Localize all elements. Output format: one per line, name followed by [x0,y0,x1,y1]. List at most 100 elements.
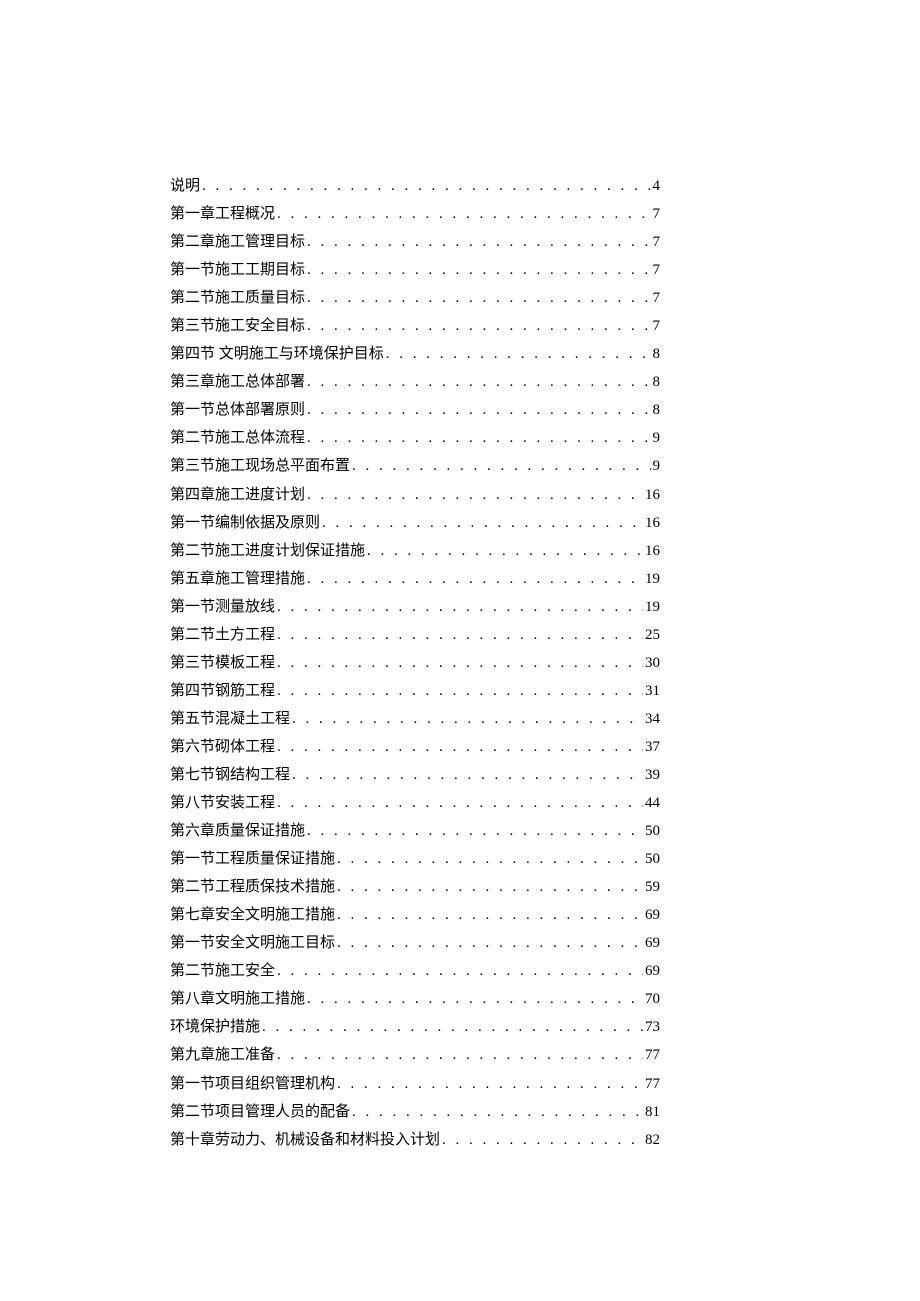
toc-entry-page: 34 [643,705,660,733]
toc-entry-title: 第六章质量保证措施 [170,817,305,845]
toc-entry-title: 第二节工程质保技术措施 [170,873,335,901]
toc-entry-page: 77 [643,1070,660,1098]
toc-entry: 第五节混凝土工程 34 [170,705,660,733]
toc-leader-dots [275,200,650,228]
toc-entry: 第三节施工安全目标7 [170,312,660,340]
toc-leader-dots [275,621,643,649]
toc-entry: 第二章施工管理目标 7 [170,228,660,256]
toc-entry: 环境保护措施 73 [170,1013,660,1041]
toc-leader-dots [335,845,643,873]
toc-entry: 第二节工程质保技术措施59 [170,873,660,901]
toc-entry-page: 4 [651,172,661,200]
toc-entry: 说明 4 [170,172,660,200]
toc-entry: 第二节施工质量目标7 [170,284,660,312]
toc-entry-page: 50 [643,817,660,845]
toc-entry-title: 第八节安装工程 [170,789,275,817]
toc-entry: 第三章施工总体部署8 [170,368,660,396]
toc-entry-title: 第十章劳动力、机械设备和材料投入计划 [170,1126,440,1154]
toc-entry-page: 77 [643,1041,660,1069]
toc-leader-dots [275,789,643,817]
toc-leader-dots [335,1070,643,1098]
toc-entry: 第一节编制依据及原则16 [170,509,660,537]
toc-entry-title: 第六节砌体工程 [170,733,275,761]
toc-leader-dots [290,761,643,789]
toc-entry-title: 第七章安全文明施工措施 [170,901,335,929]
toc-entry: 第一节总体部署原则8 [170,396,660,424]
toc-entry-title: 第二节施工安全 [170,957,275,985]
toc-entry-page: 8 [651,340,661,368]
toc-entry-title: 第八章文明施工措施 [170,985,305,1013]
toc-entry: 第二节施工总体流程 9 [170,424,660,452]
toc-leader-dots [305,228,650,256]
toc-entry: 第一节安全文明施工目标 69 [170,929,660,957]
toc-leader-dots [305,368,650,396]
toc-entry: 第十章劳动力、机械设备和材料投入计划82 [170,1126,660,1154]
toc-leader-dots [305,481,643,509]
toc-entry-page: 73 [643,1013,660,1041]
toc-leader-dots [260,1013,643,1041]
toc-leader-dots [275,593,643,621]
toc-entry: 第一节测量放线19 [170,593,660,621]
toc-entry-title: 第二章施工管理目标 [170,228,305,256]
toc-entry-title: 说明 [170,172,200,200]
toc-entry: 第三节施工现场总平面布置 9 [170,452,660,480]
toc-leader-dots [350,1098,643,1126]
toc-entry-page: 7 [651,312,661,340]
toc-leader-dots [305,312,650,340]
toc-entry-page: 7 [651,228,661,256]
toc-leader-dots [275,733,643,761]
toc-leader-dots [440,1126,643,1154]
toc-entry-page: 69 [643,957,660,985]
toc-entry-title: 第二节施工进度计划保证措施 [170,537,365,565]
toc-entry: 第二节施工安全 69 [170,957,660,985]
toc-entry-title: 第一节编制依据及原则 [170,509,320,537]
toc-entry-page: 69 [643,929,660,957]
toc-entry: 第二节土方工程 25 [170,621,660,649]
toc-leader-dots [305,424,650,452]
toc-entry-page: 25 [643,621,660,649]
toc-entry-page: 16 [643,537,660,565]
toc-entry-title: 第三章施工总体部署 [170,368,305,396]
toc-entry-title: 第一节安全文明施工目标 [170,929,335,957]
toc-entry-page: 44 [643,789,660,817]
toc-entry: 第八节安装工程 44 [170,789,660,817]
toc-leader-dots [305,817,643,845]
toc-entry-title: 第五节混凝土工程 [170,705,290,733]
toc-entry: 第二节项目管理人员的配备81 [170,1098,660,1126]
toc-entry: 第一章工程概况7 [170,200,660,228]
toc-entry-page: 9 [651,424,661,452]
toc-entry-page: 30 [643,649,660,677]
toc-entry: 第四章施工进度计划16 [170,481,660,509]
toc-leader-dots [275,957,643,985]
toc-entry-page: 9 [651,452,661,480]
toc-entry-title: 第二节土方工程 [170,621,275,649]
toc-entry-title: 第三节施工现场总平面布置 [170,452,350,480]
toc-entry: 第一节项目组织管理机构 77 [170,1070,660,1098]
toc-entry: 第七节钢结构工程39 [170,761,660,789]
toc-entry-title: 第二节施工总体流程 [170,424,305,452]
toc-leader-dots [365,537,643,565]
toc-leader-dots [335,873,643,901]
toc-entry-title: 第一节项目组织管理机构 [170,1070,335,1098]
toc-entry: 第五章施工管理措施19 [170,565,660,593]
toc-entry: 第九章施工准备77 [170,1041,660,1069]
toc-entry-page: 7 [651,256,661,284]
toc-entry-page: 39 [643,761,660,789]
toc-leader-dots [335,901,643,929]
toc-entry-page: 50 [643,845,660,873]
toc-entry-title: 第二节项目管理人员的配备 [170,1098,350,1126]
toc-entry-title: 第二节施工质量目标 [170,284,305,312]
toc-entry-title: 第五章施工管理措施 [170,565,305,593]
toc-entry-title: 环境保护措施 [170,1013,260,1041]
toc-entry-page: 69 [643,901,660,929]
toc-leader-dots [200,172,650,200]
toc-entry: 第六节砌体工程37 [170,733,660,761]
toc-leader-dots [275,677,643,705]
toc-entry-title: 第一节总体部署原则 [170,396,305,424]
toc-entry-title: 第一节测量放线 [170,593,275,621]
toc-entry: 第七章安全文明施工措施 69 [170,901,660,929]
toc-entry: 第四节 文明施工与环境保护目标8 [170,340,660,368]
toc-leader-dots [290,705,643,733]
toc-leader-dots [275,1041,643,1069]
toc-entry-page: 31 [643,677,660,705]
